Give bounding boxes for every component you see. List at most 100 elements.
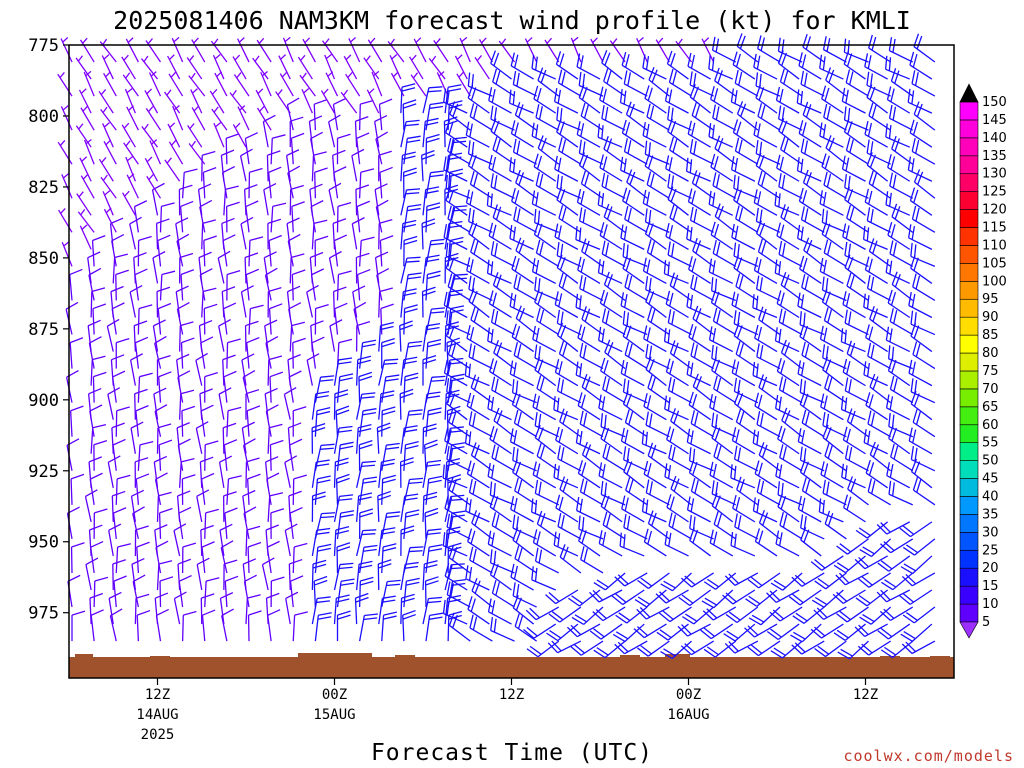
wind-barb <box>446 581 471 608</box>
wind-barb <box>667 118 689 148</box>
wind-barb <box>178 506 192 540</box>
wind-barb <box>731 359 756 387</box>
wind-barb <box>196 557 210 591</box>
wind-barb <box>225 133 240 165</box>
wind-barb <box>576 53 601 80</box>
wind-barb <box>900 623 933 642</box>
wind-barb <box>732 119 756 148</box>
wind-barb <box>819 325 844 353</box>
wind-barb <box>755 220 778 250</box>
wind-barb <box>134 525 149 556</box>
wind-barb <box>888 412 914 438</box>
wind-barb <box>289 184 304 216</box>
wind-barb <box>611 589 645 606</box>
wind-barb <box>864 256 888 284</box>
wind-barb <box>107 455 121 488</box>
wind-barb <box>863 361 888 387</box>
wind-barb <box>645 343 670 370</box>
wind-barb <box>730 531 756 557</box>
wind-barb <box>309 131 323 165</box>
wind-barb <box>554 155 579 182</box>
wind-barb <box>708 190 734 216</box>
wind-barb <box>822 356 844 387</box>
x-tick-date-label: 16AUG <box>667 707 709 723</box>
wind-barb <box>734 513 759 540</box>
wind-barb <box>444 562 468 591</box>
wind-barb <box>557 69 582 97</box>
wind-barb <box>245 457 260 488</box>
wind-barb <box>733 254 756 284</box>
wind-barb <box>910 390 933 421</box>
wind-barb <box>425 170 445 199</box>
wind-barb <box>181 610 197 642</box>
wind-barb <box>600 480 626 506</box>
wind-barb <box>446 513 471 540</box>
colorbar-label: 85 <box>982 328 999 343</box>
wind-barb <box>776 358 800 387</box>
wind-barb <box>248 304 264 335</box>
wind-barb <box>108 591 122 625</box>
wind-barb <box>137 304 153 335</box>
wind-barb <box>200 524 214 556</box>
wind-barb <box>664 463 689 489</box>
wind-barb <box>403 509 420 539</box>
wind-barb <box>511 391 535 421</box>
wind-barb <box>710 86 734 114</box>
wind-barb <box>598 530 623 557</box>
wind-barb <box>314 304 329 335</box>
wind-barb <box>75 123 92 148</box>
wind-barb <box>532 529 557 557</box>
wind-barb <box>218 387 232 420</box>
wind-barb <box>775 86 800 114</box>
wind-barb <box>526 640 560 658</box>
wind-barb <box>261 557 275 591</box>
x-tick-date-label: 14AUG <box>136 707 178 723</box>
wind-barb <box>498 38 516 63</box>
wind-barb <box>267 286 282 318</box>
y-axis: 775 800 825 850 875 900 925 950 975 <box>28 36 69 624</box>
wind-barb <box>910 255 933 284</box>
wind-barb <box>444 458 461 488</box>
wind-barb <box>487 530 512 557</box>
wind-barb <box>534 547 560 574</box>
wind-barb <box>178 575 192 608</box>
colorbar-swatch <box>959 496 979 515</box>
wind-barb <box>444 495 468 523</box>
wind-barb <box>700 623 734 640</box>
wind-barb <box>885 394 911 421</box>
wind-barb <box>265 404 279 437</box>
wind-barb <box>736 33 759 63</box>
wind-barb <box>791 640 825 655</box>
wind-barb <box>890 443 914 472</box>
wind-barb <box>909 119 933 148</box>
wind-barb <box>381 337 395 369</box>
wind-barb <box>335 405 350 437</box>
colorbar-swatch <box>959 191 979 210</box>
wind-barb <box>444 427 468 455</box>
wind-barb <box>112 507 127 539</box>
wind-barb <box>358 576 374 608</box>
wind-barb <box>446 390 468 421</box>
colorbar-swatch <box>959 263 979 282</box>
wind-barb <box>648 67 670 97</box>
wind-barb <box>570 36 582 63</box>
wind-barb <box>590 37 604 63</box>
wind-barb <box>156 355 171 386</box>
wind-barb <box>468 207 493 233</box>
wind-barb <box>775 394 800 421</box>
wind-barb <box>445 322 468 353</box>
wind-barb <box>725 606 759 624</box>
wind-barb <box>289 506 303 539</box>
wind-barb <box>731 223 756 250</box>
wind-barb <box>403 272 422 301</box>
terrain-bump <box>75 654 93 658</box>
wind-barb <box>204 440 219 471</box>
wind-barb <box>221 608 234 642</box>
wind-barb <box>148 71 162 97</box>
wind-barb <box>129 216 142 250</box>
wind-barb <box>354 116 369 148</box>
plot-frame <box>68 44 955 679</box>
wind-barb <box>102 122 114 148</box>
wind-barb <box>778 240 803 267</box>
wind-barb <box>557 513 582 540</box>
